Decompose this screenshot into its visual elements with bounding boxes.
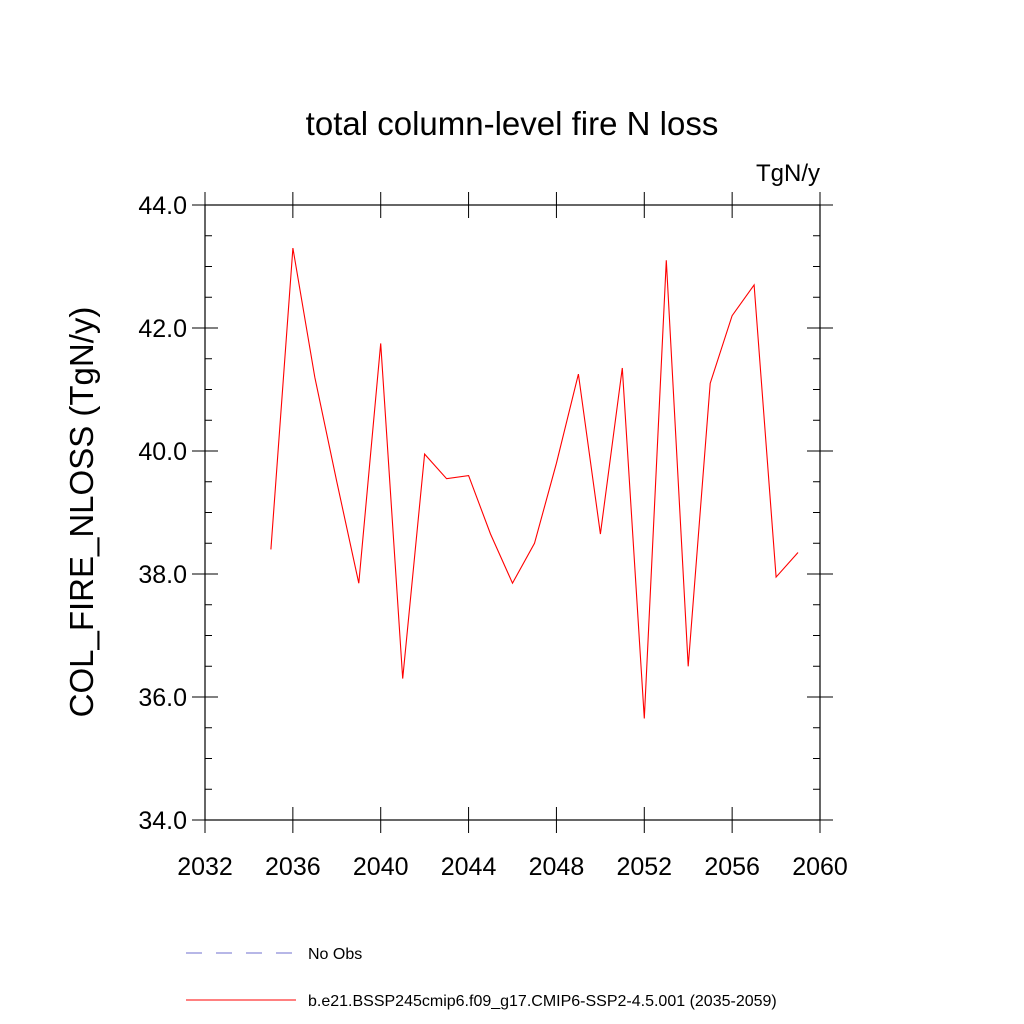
x-tick-label: 2048 xyxy=(529,853,585,881)
y-tick-label: 42.0 xyxy=(138,315,187,343)
y-tick-label: 44.0 xyxy=(138,192,187,220)
y-tick-label: 38.0 xyxy=(138,561,187,589)
y-tick-label: 40.0 xyxy=(138,438,187,466)
series-lines xyxy=(270,248,799,719)
chart-title: total column-level fire N loss xyxy=(306,105,719,142)
x-tick-label: 2060 xyxy=(792,853,848,881)
series-line xyxy=(270,248,799,719)
y-tick-labels: 34.0 36.0 38.0 40.0 42.0 44.0 xyxy=(138,192,187,835)
x-tick-label: 2044 xyxy=(441,853,497,881)
x-tick-label: 2056 xyxy=(704,853,760,881)
legend-label-no-obs: No Obs xyxy=(308,946,362,963)
units-label: TgN/y xyxy=(756,160,820,187)
x-tick-label: 2036 xyxy=(265,853,321,881)
x-tick-labels: 2032 2036 2040 2044 2048 2052 2056 2060 xyxy=(177,853,848,881)
axis-ticks xyxy=(192,192,833,833)
x-tick-label: 2052 xyxy=(616,853,672,881)
legend: No Obs b.e21.BSSP245cmip6.f09_g17.CMIP6-… xyxy=(186,946,777,1010)
y-tick-label: 36.0 xyxy=(138,684,187,712)
x-tick-label: 2032 xyxy=(177,853,233,881)
plot-frame xyxy=(204,204,821,821)
legend-label-model-run: b.e21.BSSP245cmip6.f09_g17.CMIP6-SSP2-4.… xyxy=(308,993,777,1010)
y-axis-label: COL_FIRE_NLOSS (TgN/y) xyxy=(63,307,100,718)
x-tick-label: 2040 xyxy=(353,853,409,881)
y-tick-label: 34.0 xyxy=(138,807,187,835)
